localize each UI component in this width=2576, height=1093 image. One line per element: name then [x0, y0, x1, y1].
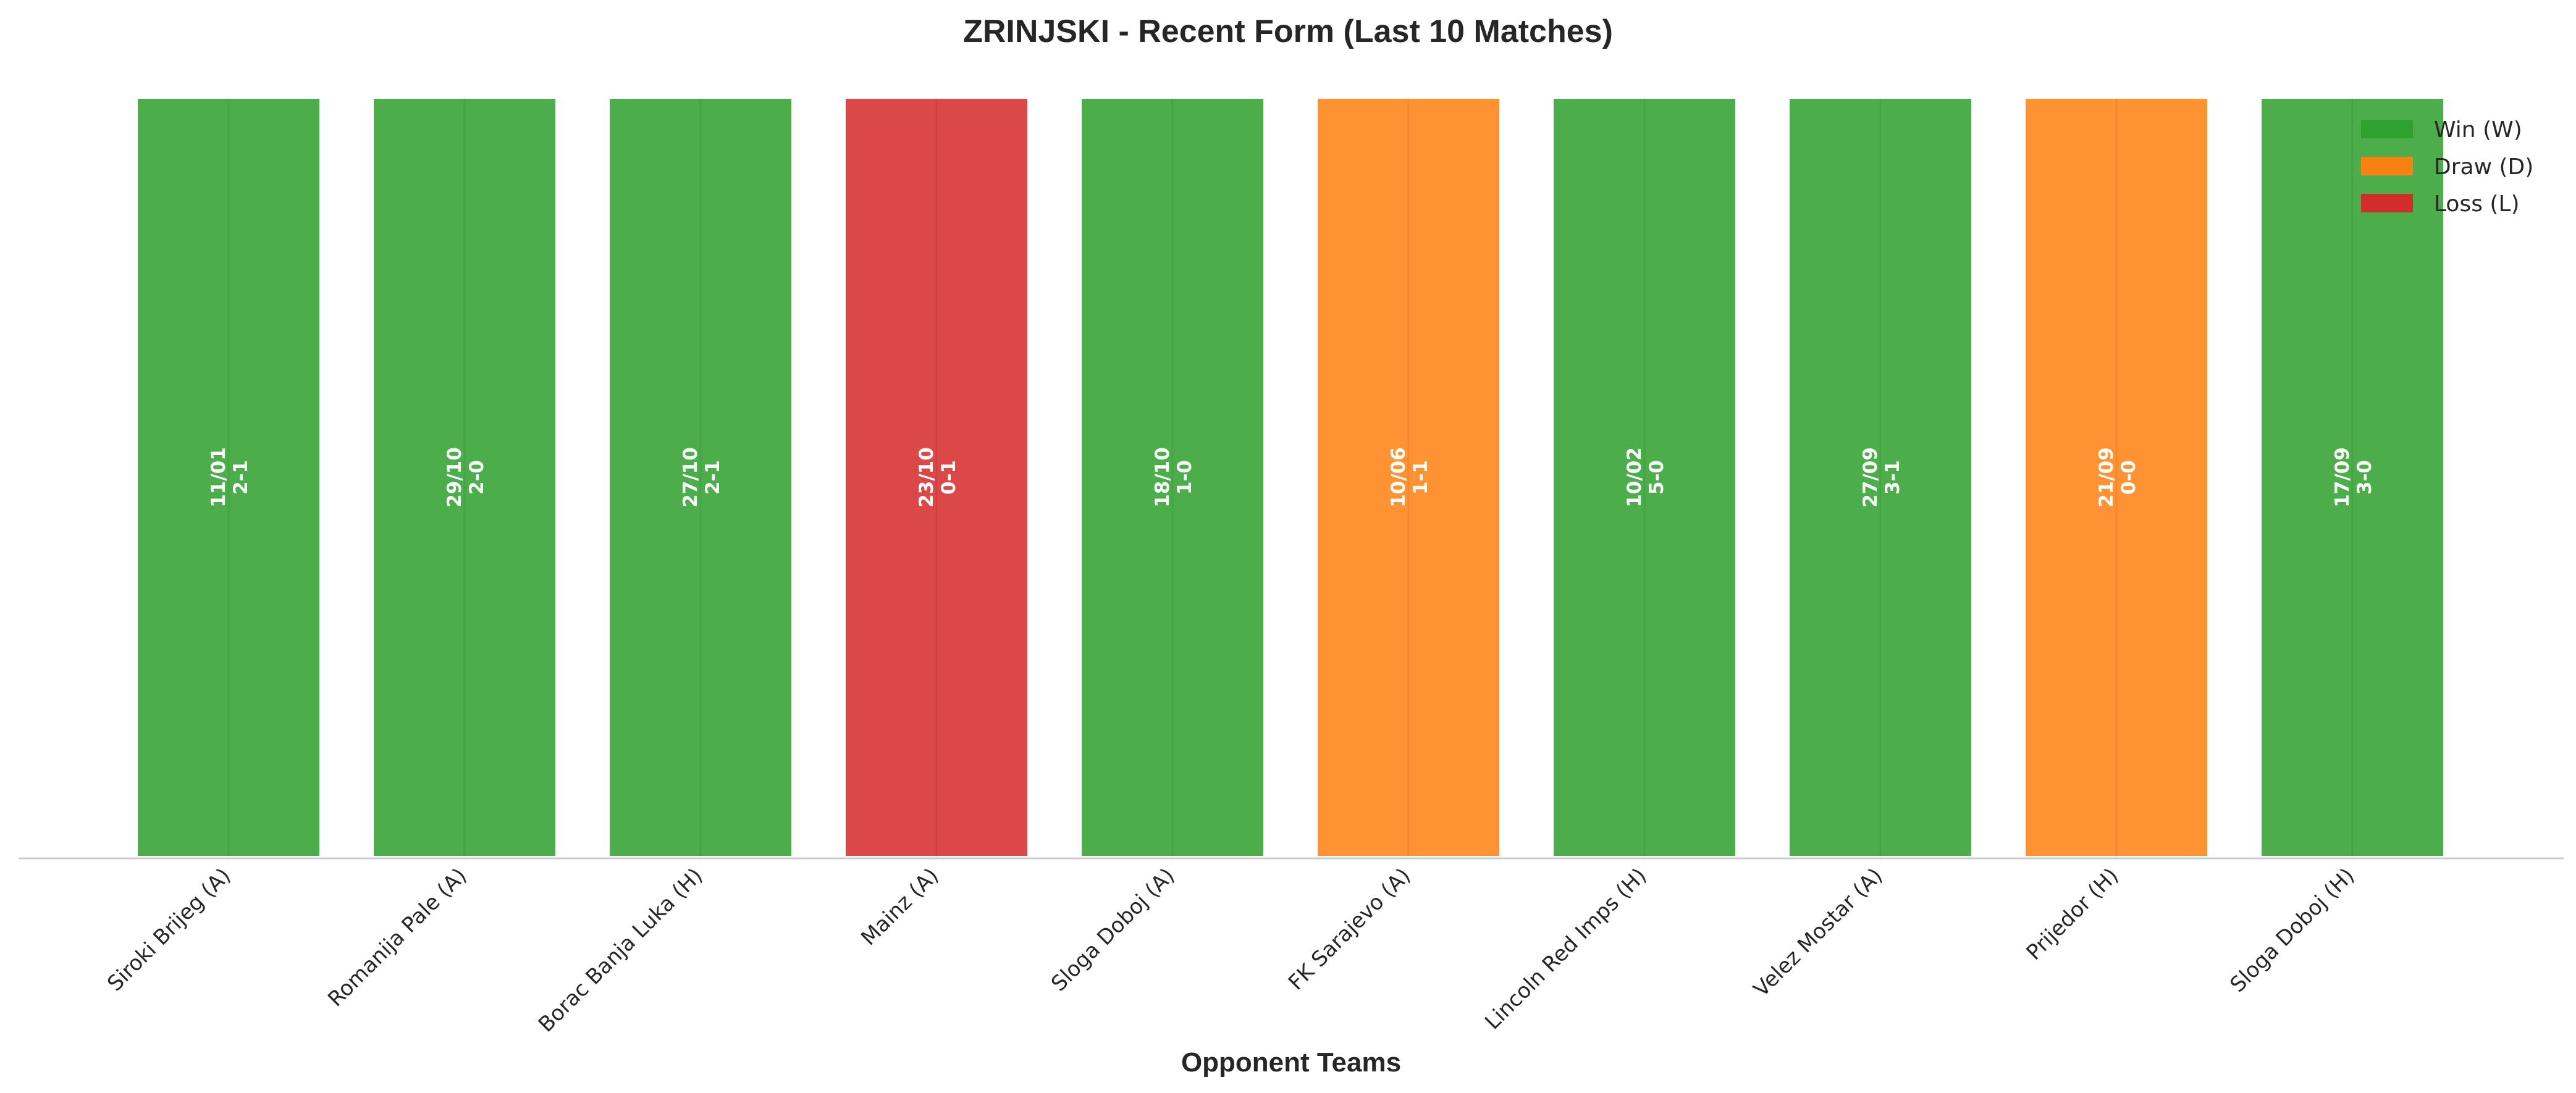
bar-data-label: 11/012-1	[208, 447, 252, 508]
x-tick-label: Romanija Pale (A)	[323, 863, 471, 1011]
bar-1	[135, 96, 322, 858]
legend: Win (W) Draw (D) Loss (L)	[2361, 117, 2533, 217]
x-tick-label: Prijedor (H)	[2022, 863, 2124, 965]
bar-data-label: 27/102-1	[680, 447, 724, 508]
bar-2	[371, 96, 558, 858]
bars-group: 11/012-1 29/102-0 27/102-1 23/100-1 18/101-0…	[135, 96, 2446, 858]
bar-data-label: 29/102-0	[444, 447, 488, 508]
legend-label-d: Draw (D)	[2434, 154, 2533, 180]
bar-data-label: 10/061-1	[1387, 447, 1432, 508]
bar-7	[1551, 96, 1738, 858]
x-tick-label: Sloga Doboj (H)	[2225, 863, 2359, 997]
bar-6	[1315, 96, 1502, 858]
bar-data-label: 18/101-0	[1151, 447, 1196, 508]
bar-4	[843, 96, 1030, 858]
bar-data-label: 23/100-1	[915, 447, 960, 508]
legend-swatch-w	[2361, 120, 2413, 138]
legend-label-l: Loss (L)	[2434, 191, 2520, 217]
x-tick-labels: Siroki Brijeg (A) Romanija Pale (A) Borac …	[103, 863, 2359, 1037]
bar-data-label: 21/090-0	[2095, 447, 2140, 508]
bar-5	[1079, 96, 1266, 858]
bar-9	[2023, 96, 2210, 858]
legend-label-w: Win (W)	[2434, 117, 2522, 143]
x-tick-label: Borac Banja Luka (H)	[534, 863, 707, 1037]
x-tick-label: Mainz (A)	[856, 863, 943, 950]
x-axis-label: Opponent Teams	[1181, 1047, 1401, 1078]
bar-data-label: 10/025-0	[1623, 447, 1668, 508]
x-tick-label: Siroki Brijeg (A)	[103, 863, 235, 996]
bar-data-label: 17/093-0	[2331, 447, 2376, 508]
x-tick-label: Sloga Doboj (A)	[1046, 863, 1179, 996]
x-tick-label: Velez Mostar (A)	[1749, 863, 1887, 1002]
bar-8	[1787, 96, 1974, 858]
x-tick-label: Lincoln Red Imps (H)	[1480, 863, 1651, 1034]
x-tick-label: FK Sarajevo (A)	[1284, 863, 1415, 995]
chart-title: ZRINJSKI - Recent Form (Last 10 Matches)	[963, 14, 1613, 49]
bar-data-label: 27/093-1	[1859, 447, 1904, 508]
bar-10	[2259, 96, 2446, 858]
legend-swatch-l	[2361, 194, 2413, 212]
legend-swatch-d	[2361, 157, 2413, 175]
bar-3	[607, 96, 794, 858]
